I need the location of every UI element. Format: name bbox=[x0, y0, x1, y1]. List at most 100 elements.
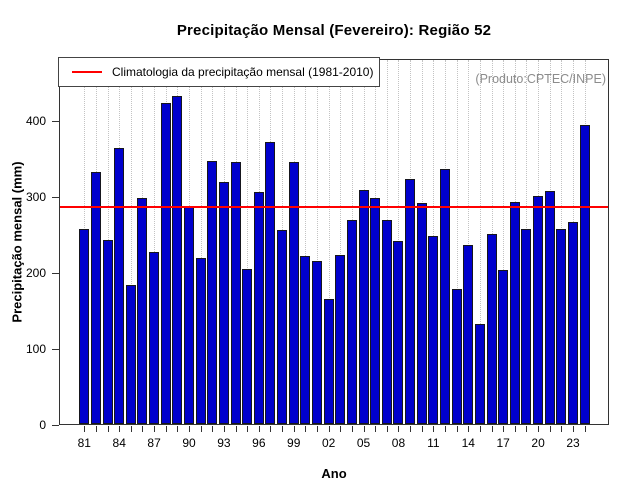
x-tick bbox=[386, 426, 388, 432]
gridline bbox=[328, 60, 330, 424]
bar-24 bbox=[579, 125, 590, 424]
x-tick bbox=[270, 426, 272, 432]
x-tick-label: 11 bbox=[427, 436, 440, 450]
gridline bbox=[154, 60, 156, 424]
bar-07 bbox=[381, 220, 392, 424]
y-tick-label: 0 bbox=[39, 418, 46, 432]
x-tick bbox=[212, 426, 214, 432]
x-tick-label: 87 bbox=[147, 436, 161, 450]
y-tick bbox=[52, 197, 59, 198]
x-tick-label: 93 bbox=[217, 436, 231, 450]
x-tick bbox=[351, 426, 353, 432]
legend-label: Climatologia da precipitação mensal (198… bbox=[112, 65, 374, 79]
x-tick-label: 96 bbox=[252, 436, 266, 450]
x-tick-label: 05 bbox=[356, 436, 371, 450]
gridline bbox=[340, 60, 342, 424]
x-tick-label: 84 bbox=[112, 436, 126, 450]
y-tick bbox=[52, 273, 59, 274]
legend-line-icon bbox=[72, 71, 102, 73]
bar-95 bbox=[242, 269, 253, 424]
bar-85 bbox=[125, 285, 136, 424]
x-tick bbox=[503, 426, 505, 432]
bar-87 bbox=[149, 252, 160, 424]
y-tick bbox=[52, 121, 59, 122]
bar-93 bbox=[218, 182, 229, 424]
bar-03 bbox=[335, 255, 346, 424]
bar-94 bbox=[230, 162, 241, 424]
chart-title: Precipitação Mensal (Fevereiro): Região … bbox=[176, 22, 492, 39]
x-tick bbox=[468, 426, 470, 432]
bar-04 bbox=[346, 220, 357, 424]
x-tick bbox=[130, 426, 132, 432]
x-tick bbox=[363, 426, 365, 432]
bar-11 bbox=[428, 236, 439, 424]
gridline bbox=[247, 60, 249, 424]
x-tick bbox=[538, 426, 540, 432]
bar-15 bbox=[474, 324, 485, 424]
x-tick-label: 20 bbox=[531, 436, 545, 450]
x-tick bbox=[293, 426, 295, 432]
x-tick-label: 14 bbox=[461, 436, 475, 450]
bar-17 bbox=[498, 270, 509, 424]
x-tick bbox=[84, 426, 86, 432]
bar-19 bbox=[521, 229, 532, 424]
bar-98 bbox=[277, 230, 288, 424]
y-axis-label: Precipitação mensal (mm) bbox=[9, 161, 25, 323]
gridline bbox=[503, 60, 505, 424]
bar-13 bbox=[451, 289, 462, 424]
bar-22 bbox=[556, 229, 567, 424]
bar-81 bbox=[79, 229, 90, 424]
bar-18 bbox=[509, 202, 520, 424]
x-tick-label: 23 bbox=[566, 436, 580, 450]
x-tick bbox=[223, 426, 225, 432]
bar-96 bbox=[253, 192, 264, 424]
bar-82 bbox=[90, 172, 101, 424]
y-tick-label: 100 bbox=[25, 342, 46, 356]
x-axis-label: Ano bbox=[321, 466, 347, 481]
legend-box: Climatologia da precipitação mensal (198… bbox=[58, 57, 380, 87]
x-tick bbox=[317, 426, 319, 432]
x-tick bbox=[258, 426, 260, 432]
x-tick bbox=[491, 426, 493, 432]
x-tick bbox=[165, 426, 167, 432]
x-tick bbox=[119, 426, 121, 432]
x-tick bbox=[514, 426, 516, 432]
bar-83 bbox=[102, 240, 113, 424]
bar-01 bbox=[312, 261, 323, 424]
bar-21 bbox=[544, 191, 555, 424]
x-tick bbox=[328, 426, 330, 432]
gridline bbox=[130, 60, 132, 424]
bar-05 bbox=[358, 190, 369, 424]
bar-84 bbox=[114, 148, 125, 424]
x-tick bbox=[549, 426, 551, 432]
x-tick bbox=[340, 426, 342, 432]
x-tick bbox=[154, 426, 156, 432]
y-tick bbox=[52, 425, 59, 426]
bar-16 bbox=[486, 234, 497, 424]
y-tick-label: 400 bbox=[25, 114, 46, 128]
gridline bbox=[305, 60, 307, 424]
bar-10 bbox=[416, 203, 427, 424]
bar-14 bbox=[463, 245, 474, 424]
bar-92 bbox=[207, 161, 218, 424]
bar-08 bbox=[393, 241, 404, 424]
x-tick bbox=[584, 426, 586, 432]
x-tick bbox=[142, 426, 144, 432]
x-tick bbox=[305, 426, 307, 432]
bar-97 bbox=[265, 142, 276, 424]
y-tick bbox=[52, 349, 59, 350]
bar-99 bbox=[288, 162, 299, 424]
bar-89 bbox=[172, 96, 183, 424]
bar-02 bbox=[323, 299, 334, 424]
x-tick bbox=[375, 426, 377, 432]
y-tick-label: 200 bbox=[25, 266, 46, 280]
x-tick-label: 81 bbox=[77, 436, 91, 450]
bar-20 bbox=[533, 196, 544, 424]
x-tick bbox=[189, 426, 191, 432]
plot-area bbox=[59, 59, 609, 425]
x-tick bbox=[410, 426, 412, 432]
bar-00 bbox=[300, 256, 311, 424]
bar-88 bbox=[160, 103, 171, 424]
gridline bbox=[456, 60, 458, 424]
x-tick bbox=[433, 426, 435, 432]
